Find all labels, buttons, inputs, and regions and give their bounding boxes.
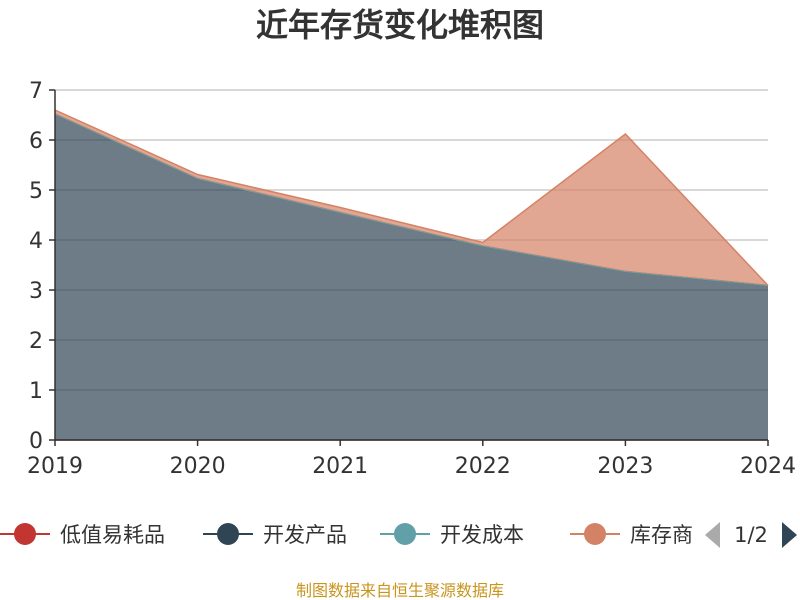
- legend-label: 开发产品: [263, 523, 347, 547]
- y-tick-label: 3: [29, 279, 43, 304]
- axes: 0 1 2 3 4 5 6 7 2019 2020 2021 2022 2023 2024: [27, 79, 796, 479]
- pager-next-icon[interactable]: [782, 522, 797, 548]
- legend-marker: [584, 523, 606, 545]
- legend[interactable]: 低值易耗品 开发产品 开发成本 库存商 1/2: [0, 522, 797, 548]
- y-tick-label: 4: [29, 229, 43, 254]
- x-tick-label: 2020: [170, 454, 226, 479]
- legend-label: 开发成本: [440, 523, 524, 547]
- area-开发产品: [55, 114, 768, 440]
- legend-marker: [14, 523, 36, 545]
- legend-marker: [217, 523, 239, 545]
- x-tick-label: 2019: [27, 454, 83, 479]
- y-tick-label: 6: [29, 129, 43, 154]
- legend-marker: [394, 523, 416, 545]
- legend-item[interactable]: 低值易耗品: [0, 523, 165, 547]
- line-库存商: [54, 109, 769, 287]
- x-tick-label: 2024: [740, 454, 796, 479]
- legend-item[interactable]: 开发产品: [203, 523, 347, 547]
- area-库存商: [55, 110, 768, 286]
- legend-item[interactable]: 开发成本: [380, 523, 524, 547]
- y-tick-label: 7: [29, 79, 43, 104]
- y-tick-label: 0: [29, 429, 43, 454]
- y-tick-label: 2: [29, 329, 43, 354]
- chart-title: 近年存货变化堆积图: [256, 6, 544, 44]
- x-tick-label: 2023: [597, 454, 653, 479]
- pager-prev-icon[interactable]: [705, 522, 720, 548]
- x-tick-label: 2021: [312, 454, 368, 479]
- y-tick-label: 5: [29, 179, 43, 204]
- area-series: [54, 109, 769, 441]
- legend-label: 低值易耗品: [60, 523, 165, 547]
- y-tick-label: 1: [29, 379, 43, 404]
- data-source-note: 制图数据来自恒生聚源数据库: [296, 581, 504, 600]
- legend-label: 库存商: [630, 523, 693, 547]
- legend-item[interactable]: 库存商: [570, 523, 693, 547]
- x-tick-label: 2022: [455, 454, 511, 479]
- pager-label: 1/2: [734, 523, 768, 547]
